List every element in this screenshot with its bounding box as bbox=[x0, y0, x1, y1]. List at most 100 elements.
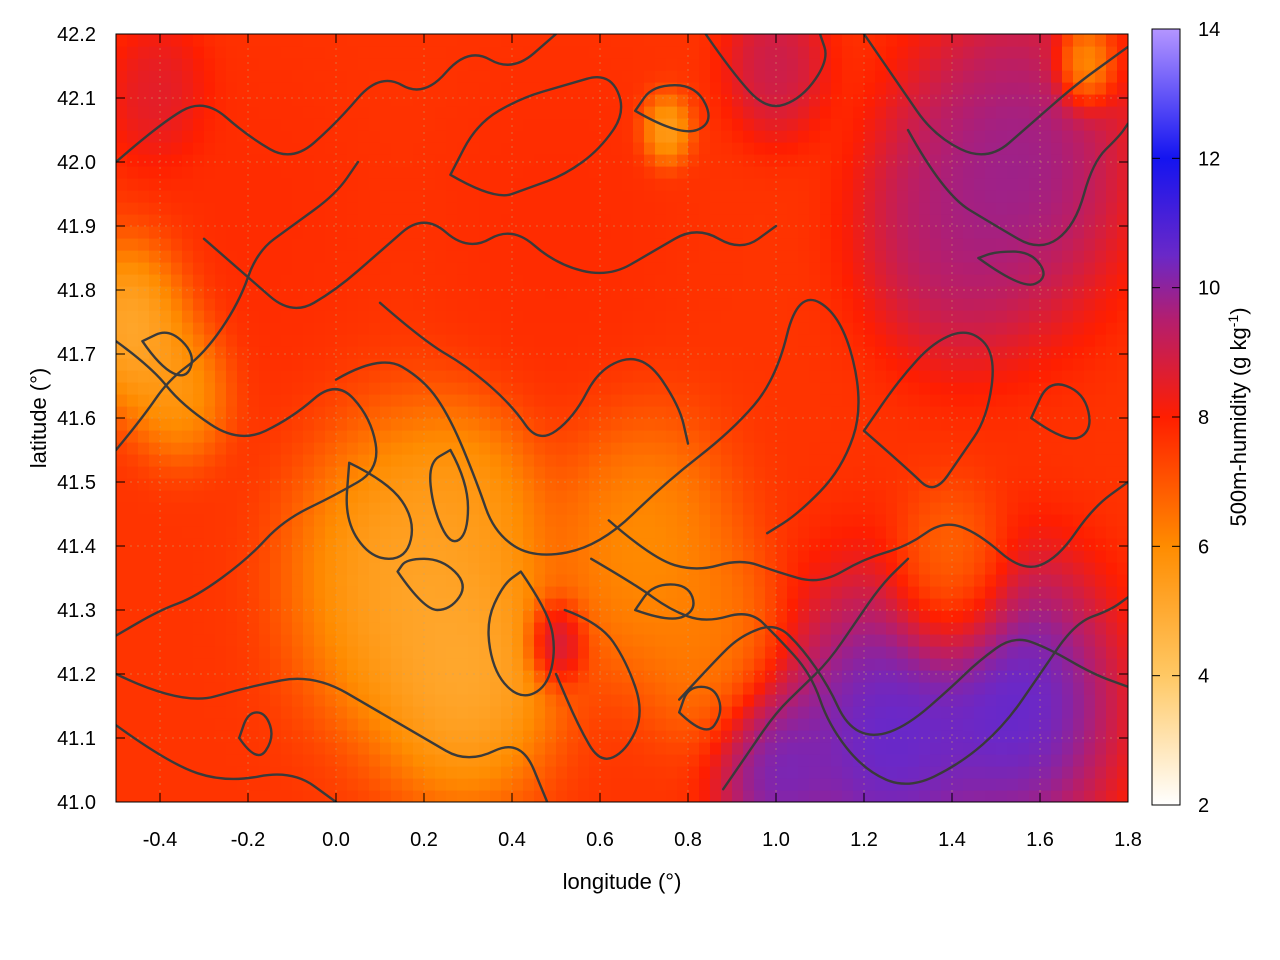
field-cell bbox=[919, 718, 931, 731]
field-cell bbox=[556, 754, 568, 767]
field-cell bbox=[842, 142, 854, 155]
field-cell bbox=[193, 562, 205, 575]
field-cell bbox=[391, 370, 403, 383]
field-cell bbox=[743, 106, 755, 119]
field-cell bbox=[831, 406, 843, 419]
field-cell bbox=[457, 382, 469, 395]
field-cell bbox=[688, 778, 700, 791]
field-cell bbox=[798, 310, 810, 323]
field-cell bbox=[578, 478, 590, 491]
field-cell bbox=[413, 190, 425, 203]
field-cell bbox=[831, 82, 843, 95]
field-cell bbox=[897, 46, 909, 59]
field-cell bbox=[952, 310, 964, 323]
field-cell bbox=[215, 46, 227, 59]
field-cell bbox=[930, 610, 942, 623]
field-cell bbox=[424, 658, 436, 671]
field-cell bbox=[281, 538, 293, 551]
field-cell bbox=[589, 430, 601, 443]
field-cell bbox=[732, 142, 744, 155]
field-cell bbox=[237, 778, 249, 791]
field-cell bbox=[501, 34, 513, 47]
field-cell bbox=[754, 154, 766, 167]
field-cell bbox=[820, 562, 832, 575]
field-cell bbox=[941, 694, 953, 707]
field-cell bbox=[193, 82, 205, 95]
field-cell bbox=[853, 586, 865, 599]
field-cell bbox=[402, 106, 414, 119]
field-cell bbox=[171, 694, 183, 707]
field-cell bbox=[710, 730, 722, 743]
field-cell bbox=[578, 490, 590, 503]
field-cell bbox=[523, 202, 535, 215]
field-cell bbox=[622, 646, 634, 659]
field-cell bbox=[655, 526, 667, 539]
field-cell bbox=[171, 130, 183, 143]
field-cell bbox=[820, 730, 832, 743]
field-cell bbox=[336, 622, 348, 635]
field-cell bbox=[380, 598, 392, 611]
field-cell bbox=[655, 742, 667, 755]
field-cell bbox=[831, 502, 843, 515]
field-cell bbox=[611, 106, 623, 119]
field-cell bbox=[270, 34, 282, 47]
field-cell bbox=[248, 406, 260, 419]
field-cell bbox=[138, 790, 150, 802]
field-cell bbox=[754, 514, 766, 527]
field-cell bbox=[468, 214, 480, 227]
field-cell bbox=[908, 550, 920, 563]
field-cell bbox=[325, 154, 337, 167]
field-cell bbox=[523, 298, 535, 311]
field-cell bbox=[479, 262, 491, 275]
field-cell bbox=[699, 286, 711, 299]
field-cell bbox=[435, 238, 447, 251]
field-cell bbox=[919, 442, 931, 455]
field-cell bbox=[941, 562, 953, 575]
field-cell bbox=[864, 610, 876, 623]
field-cell bbox=[545, 94, 557, 107]
field-cell bbox=[600, 406, 612, 419]
field-cell bbox=[193, 214, 205, 227]
field-cell bbox=[160, 262, 172, 275]
field-cell bbox=[919, 766, 931, 779]
field-cell bbox=[270, 226, 282, 239]
field-cell bbox=[644, 142, 656, 155]
field-cell bbox=[589, 322, 601, 335]
field-cell bbox=[127, 658, 139, 671]
field-cell bbox=[270, 250, 282, 263]
field-cell bbox=[468, 178, 480, 191]
field-cell bbox=[886, 790, 898, 802]
field-cell bbox=[699, 490, 711, 503]
field-cell bbox=[820, 214, 832, 227]
field-cell bbox=[435, 226, 447, 239]
field-cell bbox=[523, 586, 535, 599]
field-cell bbox=[435, 406, 447, 419]
field-cell bbox=[259, 778, 271, 791]
field-cell bbox=[347, 574, 359, 587]
field-cell bbox=[248, 346, 260, 359]
field-cell bbox=[523, 718, 535, 731]
field-cell bbox=[897, 358, 909, 371]
field-cell bbox=[919, 622, 931, 635]
field-cell bbox=[842, 310, 854, 323]
field-cell bbox=[215, 154, 227, 167]
field-cell bbox=[314, 526, 326, 539]
field-cell bbox=[743, 382, 755, 395]
field-cell bbox=[435, 310, 447, 323]
field-cell bbox=[413, 622, 425, 635]
field-cell bbox=[171, 322, 183, 335]
field-cell bbox=[468, 538, 480, 551]
field-cell bbox=[765, 670, 777, 683]
field-cell bbox=[270, 526, 282, 539]
field-cell bbox=[468, 322, 480, 335]
field-cell bbox=[193, 730, 205, 743]
field-cell bbox=[138, 682, 150, 695]
field-cell bbox=[182, 46, 194, 59]
field-cell bbox=[578, 646, 590, 659]
field-cell bbox=[468, 658, 480, 671]
field-cell bbox=[116, 454, 128, 467]
field-cell bbox=[688, 382, 700, 395]
field-cell bbox=[941, 634, 953, 647]
field-cell bbox=[237, 394, 249, 407]
field-cell bbox=[259, 298, 271, 311]
